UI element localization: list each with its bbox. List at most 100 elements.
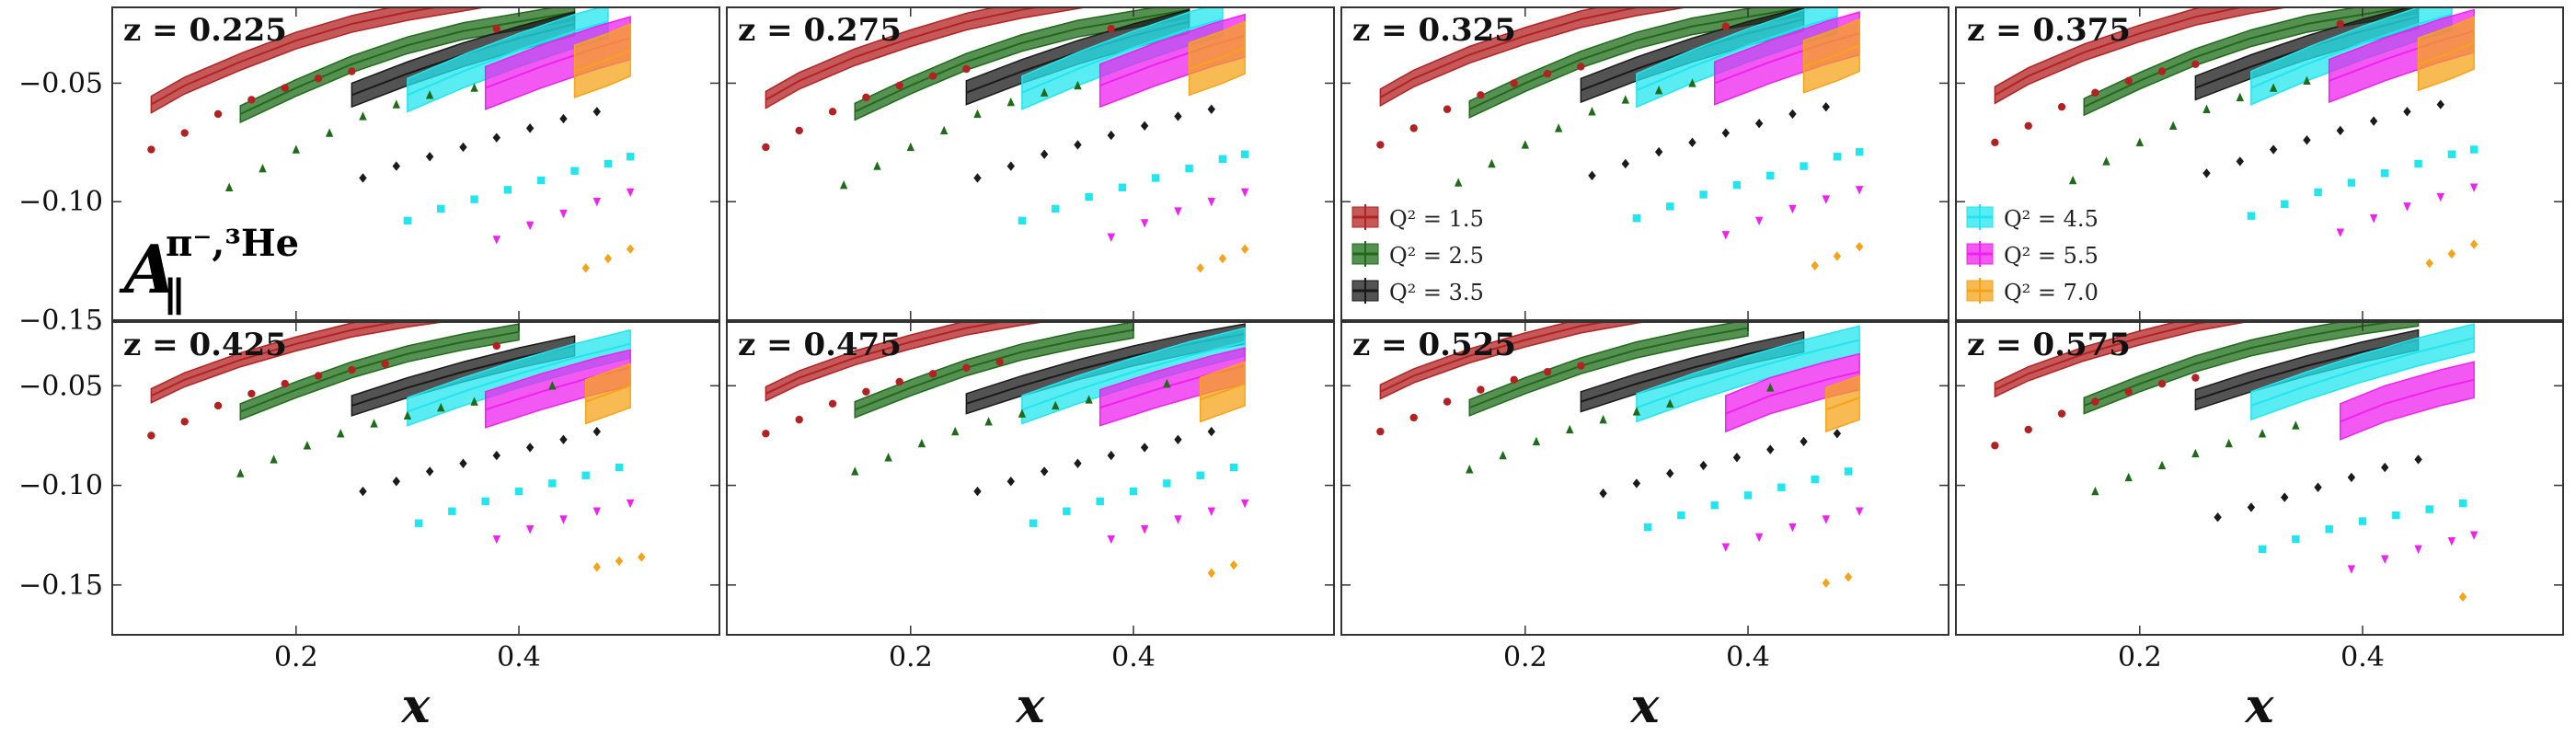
band-centerline-Q2_7.0: [1825, 397, 1860, 411]
x-tick-label: 0.2: [889, 641, 933, 673]
point-Q2_5.5: [1107, 535, 1115, 545]
point-Q2_2.5: [1488, 158, 1496, 168]
panel-frame: [111, 321, 720, 636]
point-Q2_4.5: [1699, 190, 1708, 199]
point-Q2_1.5: [381, 360, 389, 368]
point-Q2_3.5: [1107, 130, 1115, 141]
point-Q2_3.5: [2314, 482, 2322, 492]
point-Q2_3.5: [359, 486, 367, 497]
point-Q2_3.5: [2436, 99, 2444, 109]
band-Q2_4.5: [2250, 323, 2475, 421]
band-centerline-Q2_4.5: [407, 342, 631, 413]
point-Q2_3.5: [1140, 443, 1149, 453]
point-Q2_4.5: [1052, 204, 1060, 213]
point-Q2_5.5: [592, 198, 601, 207]
point-Q2_1.5: [314, 372, 323, 380]
point-Q2_2.5: [939, 125, 949, 135]
point-Q2_3.5: [1654, 146, 1663, 157]
point-Q2_7.0: [1844, 571, 1853, 582]
x-axis-label: x: [1629, 678, 1660, 734]
point-Q2_5.5: [1721, 231, 1730, 240]
ylabel-superscript: π⁻,³He: [166, 222, 299, 265]
point-Q2_4.5: [514, 487, 523, 496]
x-axis-label: x: [1015, 678, 1045, 734]
point-Q2_7.0: [2447, 248, 2456, 259]
point-Q2_3.5: [525, 123, 535, 133]
point-Q2_2.5: [548, 381, 557, 390]
point-Q2_3.5: [1174, 111, 1182, 121]
band-centerline-Q2_2.5: [854, 8, 1190, 113]
legend-item-Q2_2.5: Q² = 2.5: [1351, 241, 1484, 269]
point-Q2_4.5: [1710, 501, 1719, 510]
point-Q2_3.5: [392, 477, 401, 487]
point-Q2_2.5: [1454, 178, 1463, 187]
point-Q2_1.5: [762, 430, 770, 438]
band-Q2_1.5: [150, 7, 489, 114]
point-Q2_4.5: [1811, 475, 1819, 484]
point-Q2_1.5: [2124, 76, 2133, 86]
point-Q2_3.5: [2214, 512, 2222, 523]
point-Q2_3.5: [1632, 478, 1641, 489]
point-Q2_5.5: [1140, 219, 1149, 228]
legend-label: Q² = 3.5: [1389, 280, 1484, 305]
point-Q2_5.5: [525, 221, 535, 231]
point-Q2_2.5: [1040, 87, 1049, 97]
point-Q2_4.5: [1218, 155, 1227, 164]
band-centerline-Q2_1.5: [1379, 322, 1609, 393]
point-Q2_5.5: [1174, 207, 1182, 216]
band-centerline-Q2_1.5: [1994, 322, 2213, 391]
point-Q2_1.5: [795, 415, 803, 424]
panel-2: z = 0.275: [726, 6, 1335, 321]
point-Q2_5.5: [1822, 195, 1830, 204]
point-Q2_3.5: [1800, 436, 1808, 447]
point-Q2_2.5: [973, 109, 982, 119]
point-Q2_5.5: [2469, 183, 2478, 192]
point-Q2_1.5: [492, 24, 500, 33]
point-Q2_7.0: [1811, 260, 1819, 270]
point-Q2_4.5: [1666, 202, 1674, 211]
band-centerline-Q2_5.5: [1725, 371, 1860, 415]
band-centerline-Q2_4.5: [1021, 340, 1246, 411]
x-axis-label: x: [400, 678, 431, 734]
point-Q2_7.0: [604, 253, 613, 264]
point-Q2_3.5: [2381, 462, 2389, 473]
y-tick-label: −0.05: [18, 67, 103, 99]
point-Q2_2.5: [425, 90, 434, 99]
point-Q2_5.5: [2403, 202, 2411, 212]
x-axis-label: x: [2244, 678, 2274, 734]
panel-plot-area: [147, 7, 635, 273]
point-Q2_3.5: [1822, 101, 1830, 112]
band-Q2_1.5: [1379, 7, 1690, 108]
point-Q2_3.5: [1599, 489, 1607, 499]
point-Q2_2.5: [2168, 121, 2178, 130]
point-Q2_1.5: [1477, 91, 1485, 99]
point-Q2_2.5: [2258, 429, 2267, 438]
point-Q2_3.5: [1074, 458, 1082, 468]
point-Q2_7.0: [1240, 244, 1249, 254]
point-Q2_7.0: [581, 263, 590, 273]
main-ylabel: A π⁻,³He ∥: [119, 222, 299, 321]
band-Q2_1.5: [765, 7, 1089, 109]
point-Q2_2.5: [2191, 448, 2200, 458]
point-Q2_3.5: [1699, 460, 1708, 471]
point-Q2_5.5: [525, 525, 535, 535]
point-Q2_4.5: [1677, 511, 1685, 520]
point-Q2_3.5: [1833, 429, 1842, 439]
point-Q2_3.5: [492, 450, 500, 461]
band-Q2_1.5: [1994, 7, 2291, 105]
point-Q2_1.5: [2124, 387, 2133, 396]
point-Q2_1.5: [147, 145, 155, 154]
band-centerline-Q2_2.5: [854, 328, 1134, 411]
point-Q2_4.5: [2314, 188, 2322, 197]
point-Q2_4.5: [1732, 180, 1742, 190]
point-Q2_2.5: [1554, 123, 1563, 132]
point-Q2_3.5: [1107, 450, 1115, 461]
point-Q2_7.0: [2425, 258, 2433, 269]
band-centerline-Q2_7.0: [574, 49, 631, 73]
point-Q2_4.5: [615, 463, 624, 472]
point-Q2_2.5: [270, 454, 278, 464]
point-Q2_7.0: [638, 552, 646, 562]
point-Q2_3.5: [459, 458, 467, 468]
point-Q2_2.5: [303, 441, 312, 450]
point-Q2_2.5: [2135, 137, 2145, 147]
